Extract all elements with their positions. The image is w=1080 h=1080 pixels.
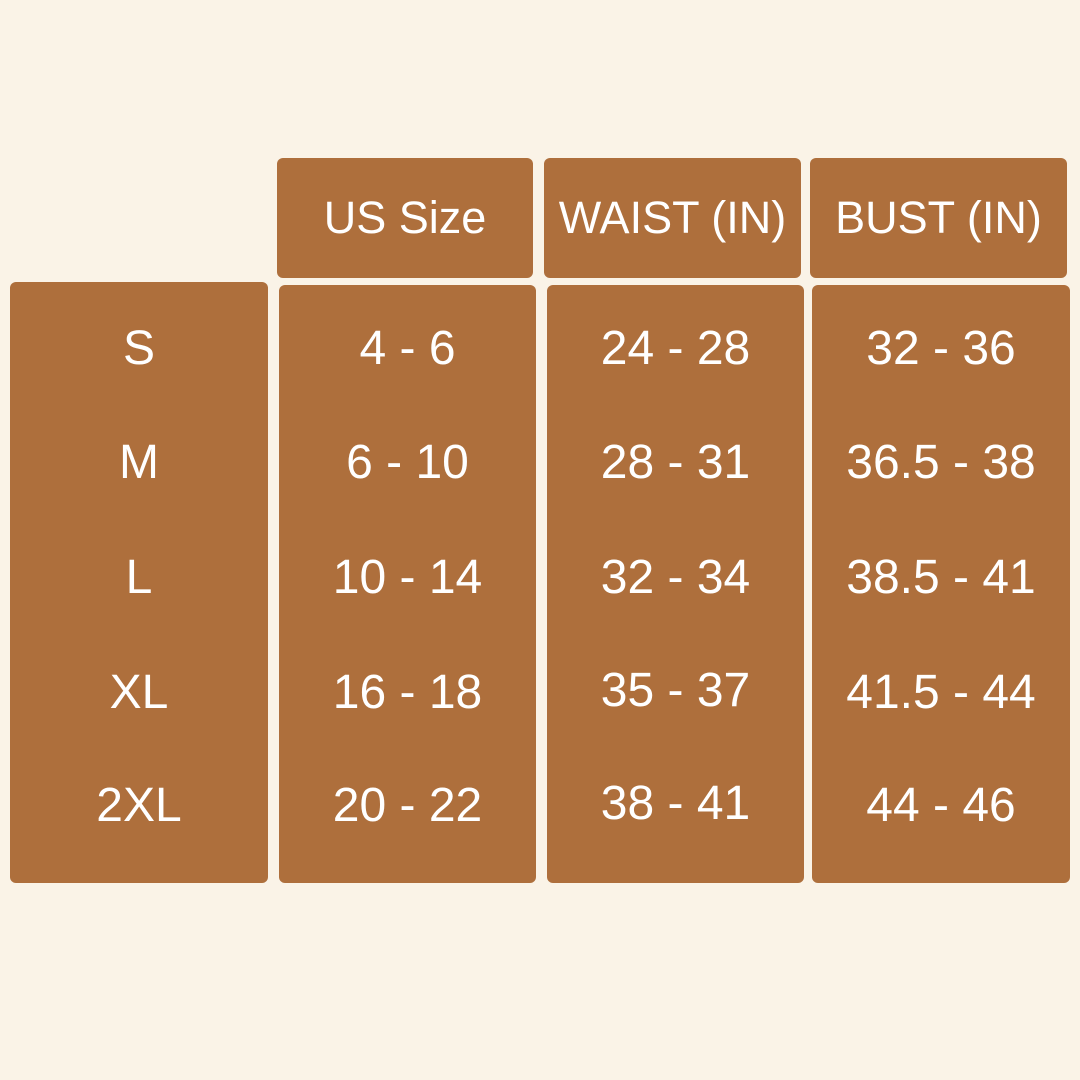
bust-column: 32 - 36 36.5 - 38 38.5 - 41 41.5 - 44 44… [812, 285, 1070, 883]
header-bust: BUST (IN) [810, 158, 1067, 278]
bust-cell: 32 - 36 [866, 322, 1016, 375]
bust-cell: 38.5 - 41 [846, 551, 1036, 604]
waist-column: 24 - 28 28 - 31 32 - 34 35 - 37 38 - 41 [547, 285, 804, 883]
us-size-cell: 4 - 6 [359, 322, 456, 375]
waist-cell: 35 - 37 [600, 664, 751, 717]
bust-cell: 41.5 - 44 [846, 666, 1036, 719]
size-cell: XL [109, 666, 169, 719]
size-cell: 2XL [96, 779, 182, 832]
header-us-size: US Size [277, 158, 533, 278]
us-size-cell: 20 - 22 [332, 779, 483, 832]
us-size-cell: 16 - 18 [332, 666, 483, 719]
bust-cell: 44 - 46 [866, 779, 1016, 832]
header-waist: WAIST (IN) [544, 158, 801, 278]
size-cell: S [122, 322, 155, 375]
bust-cell: 36.5 - 38 [846, 436, 1036, 489]
waist-cell: 28 - 31 [600, 436, 751, 489]
size-column: S M L XL 2XL [10, 282, 268, 883]
waist-cell: 24 - 28 [600, 322, 751, 375]
size-cell: L [125, 551, 153, 604]
us-size-cell: 6 - 10 [346, 436, 469, 489]
size-cell: M [119, 436, 159, 489]
waist-cell: 38 - 41 [600, 777, 751, 830]
us-size-column: 4 - 6 6 - 10 10 - 14 16 - 18 20 - 22 [279, 285, 536, 883]
waist-cell: 32 - 34 [600, 551, 751, 604]
us-size-cell: 10 - 14 [332, 551, 483, 604]
